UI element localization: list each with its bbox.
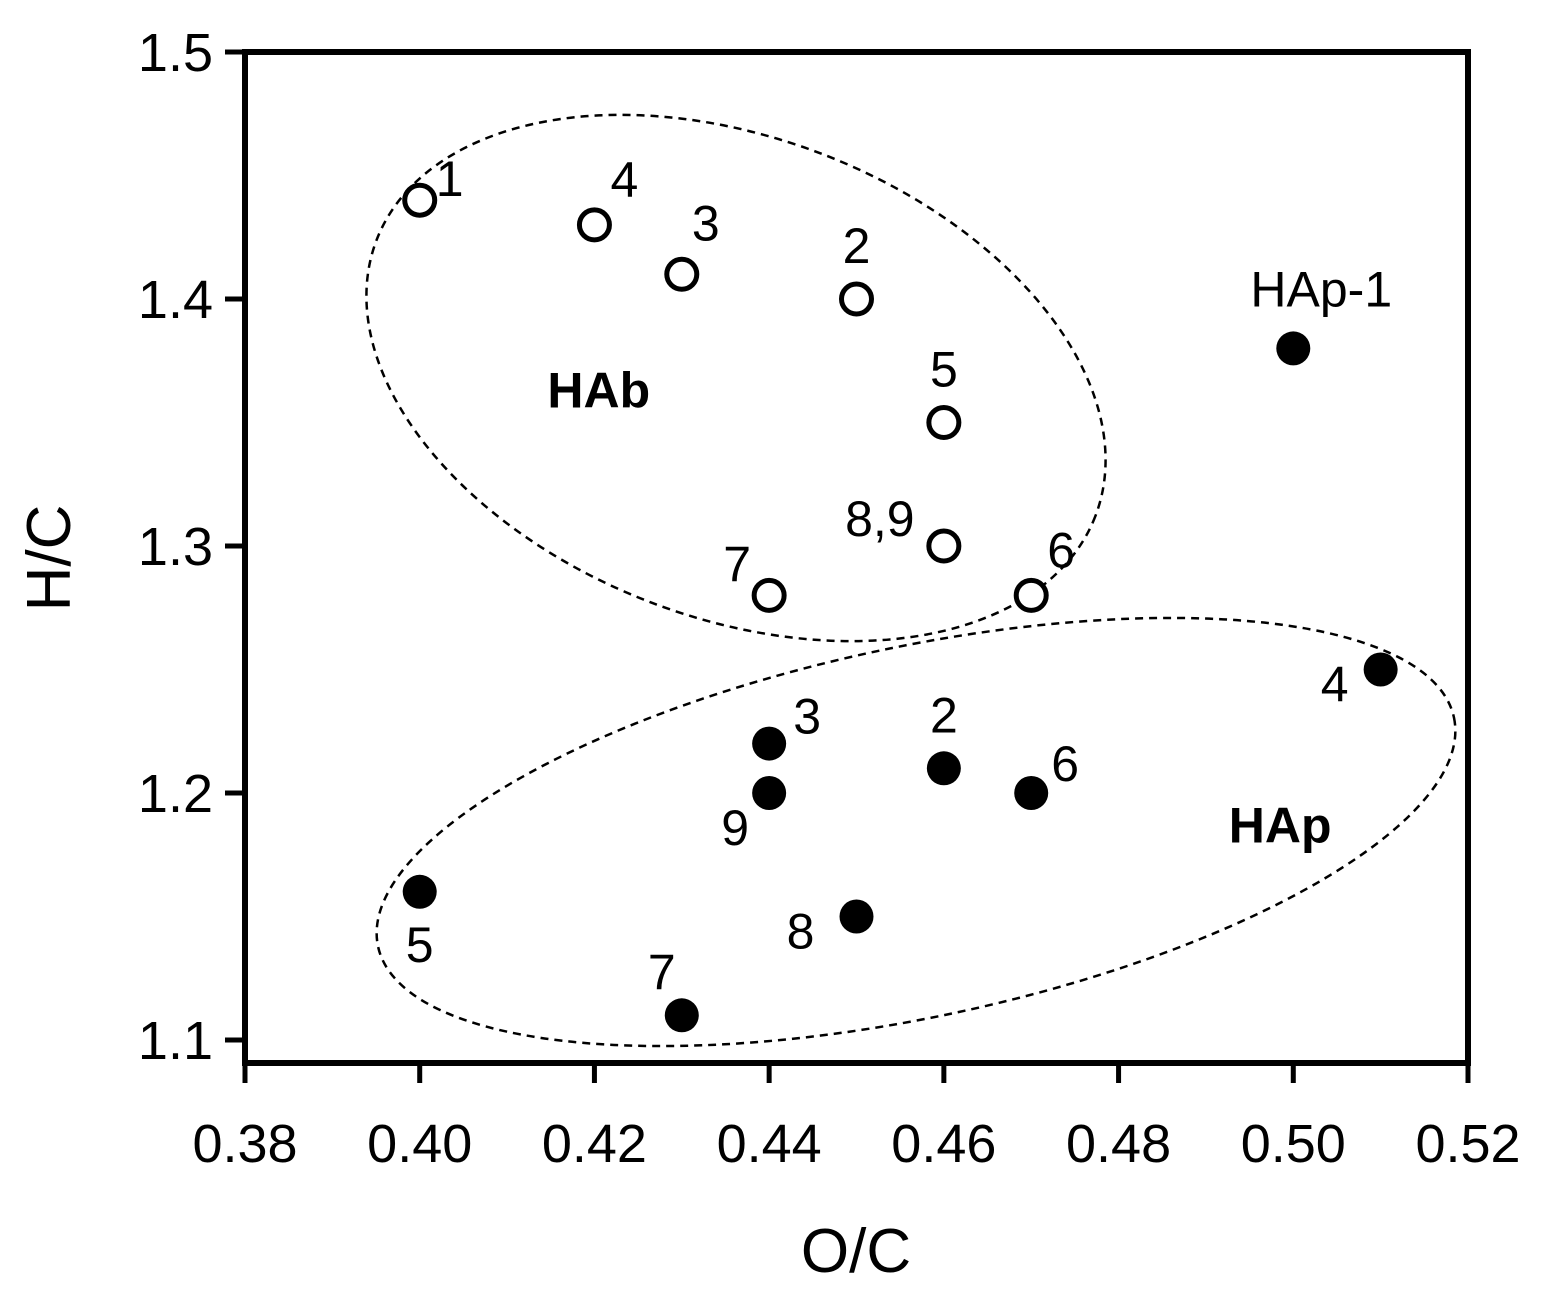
filled-point xyxy=(752,776,787,810)
group-label: HAp xyxy=(1229,797,1332,853)
point-label: 5 xyxy=(930,342,958,398)
hab-group-ellipse xyxy=(365,113,1107,643)
open-point xyxy=(751,577,787,613)
point-label: 3 xyxy=(692,195,720,251)
x-tick-label: 0.52 xyxy=(1415,1114,1520,1174)
open-point xyxy=(1013,577,1049,613)
point-label: 9 xyxy=(721,800,749,856)
y-tick-label: 1.3 xyxy=(138,517,213,577)
y-tick-label: 1.5 xyxy=(138,23,213,83)
group-label: HAb xyxy=(547,363,650,419)
x-tick-label: 0.50 xyxy=(1241,1114,1346,1174)
point-label: HAp-1 xyxy=(1250,261,1392,317)
filled-point xyxy=(664,998,699,1033)
point-label: 3 xyxy=(793,689,821,745)
hap-group-ellipse xyxy=(375,616,1457,1048)
data-points xyxy=(402,182,1398,1033)
point-label: 8,9 xyxy=(845,491,915,547)
open-point xyxy=(664,256,700,292)
point-label: 7 xyxy=(723,536,751,592)
x-tick-label: 0.44 xyxy=(717,1114,822,1174)
y-axis-title: H/C xyxy=(15,505,84,612)
filled-point xyxy=(926,751,961,786)
y-tick-label: 1.4 xyxy=(138,270,213,330)
filled-point xyxy=(402,874,437,909)
filled-point xyxy=(1014,776,1049,810)
x-axis-title: O/C xyxy=(801,1217,911,1286)
open-point xyxy=(926,528,962,564)
point-label: 7 xyxy=(648,944,676,1000)
point-label: 5 xyxy=(406,917,434,973)
filled-point xyxy=(1276,331,1311,366)
plot-frame xyxy=(242,49,1471,1066)
open-point xyxy=(926,405,962,440)
open-point xyxy=(576,207,612,243)
point-label: 2 xyxy=(843,218,871,274)
y-tick-label: 1.2 xyxy=(138,764,213,824)
x-tick-label: 0.42 xyxy=(542,1114,647,1174)
x-tick-label: 0.40 xyxy=(367,1114,472,1174)
open-point xyxy=(402,182,438,218)
filled-point xyxy=(752,726,787,761)
point-label: 4 xyxy=(611,152,639,208)
x-tick-label: 0.46 xyxy=(891,1114,996,1174)
filled-point xyxy=(1363,652,1398,687)
point-label: 4 xyxy=(1321,657,1349,713)
point-label: 8 xyxy=(787,904,815,960)
axis-tick-labels: 0.38 0.40 0.42 0.44 0.46 0.48 0.50 0.52 1.1 1.2 1.… xyxy=(138,23,1521,1174)
y-tick-label: 1.1 xyxy=(138,1011,213,1071)
point-label: 2 xyxy=(930,687,958,743)
open-point xyxy=(839,281,874,317)
point-label: 6 xyxy=(1051,736,1079,792)
point-label: 1 xyxy=(436,151,464,207)
x-tick-label: 0.38 xyxy=(192,1114,297,1174)
group-labels: HAb HAp xyxy=(547,363,1331,854)
filled-point xyxy=(839,899,874,934)
x-tick-label: 0.48 xyxy=(1066,1114,1171,1174)
point-label: 6 xyxy=(1047,522,1075,578)
axis-ticks xyxy=(225,49,1471,1083)
